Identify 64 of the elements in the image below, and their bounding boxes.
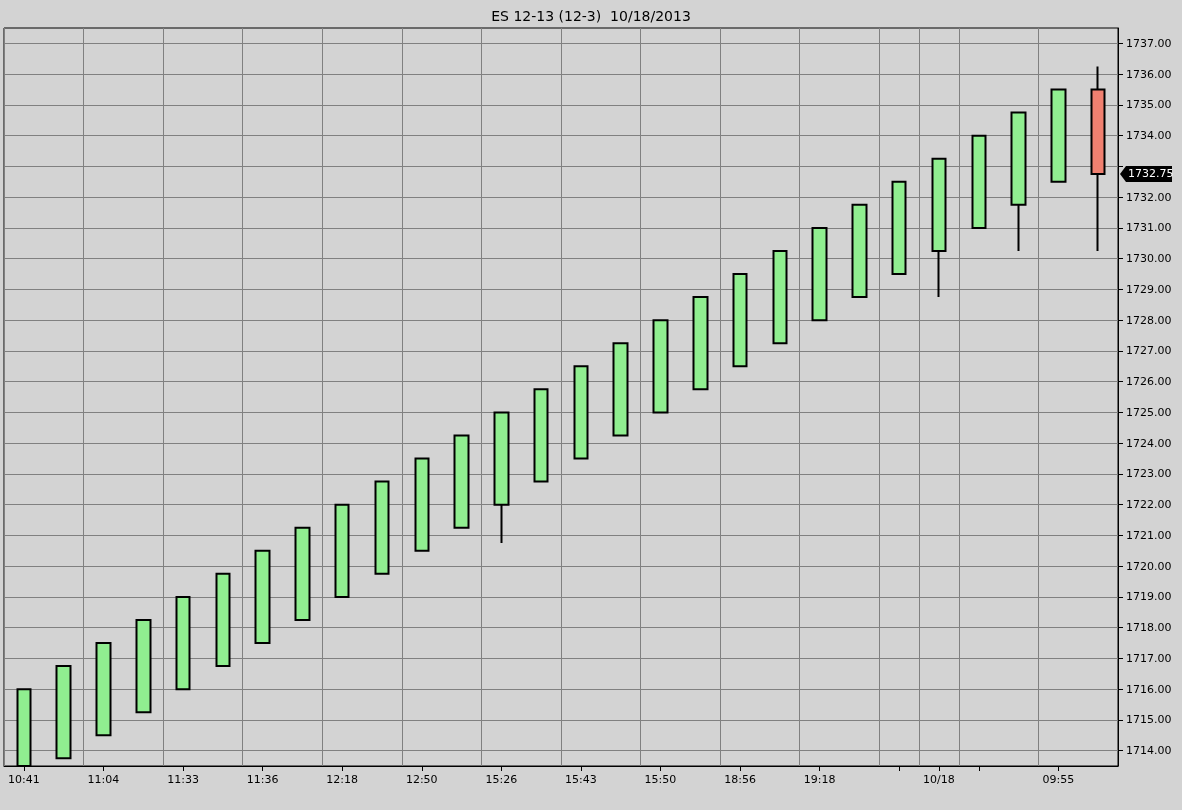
y-tick-label: 1724.00 (1126, 436, 1172, 450)
y-tick-label: 1714.00 (1126, 744, 1172, 758)
x-tick-label: 11:36 (246, 773, 279, 786)
y-tick-label: 1720.00 (1126, 559, 1172, 573)
candlestick (215, 572, 231, 668)
y-tick-label: 1722.00 (1126, 498, 1172, 512)
candlestick (1050, 88, 1067, 183)
x-tick-label: 11:33 (167, 773, 199, 786)
y-tick-label: 1718.00 (1126, 621, 1172, 635)
y-tick-label: 1737.00 (1126, 36, 1172, 50)
candlestick (931, 157, 947, 299)
candlestick (772, 249, 788, 345)
y-tick-label: 1726.00 (1126, 375, 1172, 389)
candlestick (1090, 65, 1106, 252)
y-tick-label: 1723.00 (1126, 467, 1172, 481)
candlestick (414, 457, 430, 552)
y-tick-label: 1730.00 (1126, 252, 1172, 266)
y-tick-label: 1731.00 (1126, 221, 1172, 235)
candlestick (652, 319, 669, 414)
y-tick-label: 1727.00 (1126, 344, 1172, 358)
candlestick (175, 595, 191, 691)
y-tick-label: 1716.00 (1126, 682, 1172, 696)
x-tick-label: 12:18 (326, 773, 359, 786)
y-tick-label: 1734.00 (1126, 129, 1172, 143)
x-tick-label: 10/18 (923, 773, 955, 786)
candlestick (95, 642, 112, 737)
y-tick-label: 1735.00 (1126, 98, 1172, 112)
chart-title: ES 12-13 (12-3) 10/18/2013 (491, 8, 691, 24)
y-tick-label: 1728.00 (1126, 313, 1172, 327)
x-tick-label: 10:41 (8, 773, 40, 786)
candlestick (891, 180, 907, 275)
candlestick (612, 342, 629, 437)
candlestick (294, 526, 311, 621)
y-tick-label: 1732.00 (1126, 190, 1172, 204)
y-tick-label: 1715.00 (1126, 713, 1172, 727)
candlestick (55, 665, 72, 760)
x-tick-label: 15:26 (485, 773, 518, 786)
candlestick (135, 618, 152, 714)
y-tick-label: 1736.00 (1126, 67, 1172, 81)
candlestick (334, 503, 350, 598)
y-tick-label: 1721.00 (1126, 528, 1172, 542)
candlestick (374, 480, 390, 575)
candlestick (533, 388, 549, 483)
x-tick-label: 11:04 (87, 773, 120, 786)
y-tick-label: 1719.00 (1126, 590, 1172, 604)
candlestick (851, 203, 868, 299)
candlestick (573, 365, 589, 460)
candlestick (453, 434, 470, 529)
candlestick (493, 411, 510, 545)
x-tick-label: 12:50 (405, 773, 438, 786)
x-tick-label: 18:56 (724, 773, 756, 786)
x-tick-label: 15:50 (644, 773, 677, 786)
y-tick-label: 1717.00 (1126, 651, 1172, 665)
y-tick-label: 1725.00 (1126, 405, 1172, 419)
y-tick-label: 1729.00 (1126, 282, 1172, 296)
candlestick (692, 296, 709, 391)
candlestick (1010, 111, 1027, 252)
candlestick (971, 134, 987, 229)
x-tick-label: 09:55 (1042, 773, 1075, 786)
candlestick (732, 273, 748, 368)
candlestick (254, 549, 271, 644)
x-tick-label: 19:18 (803, 773, 836, 786)
x-tick-label: 15:43 (565, 773, 597, 786)
candlestick (811, 226, 828, 322)
